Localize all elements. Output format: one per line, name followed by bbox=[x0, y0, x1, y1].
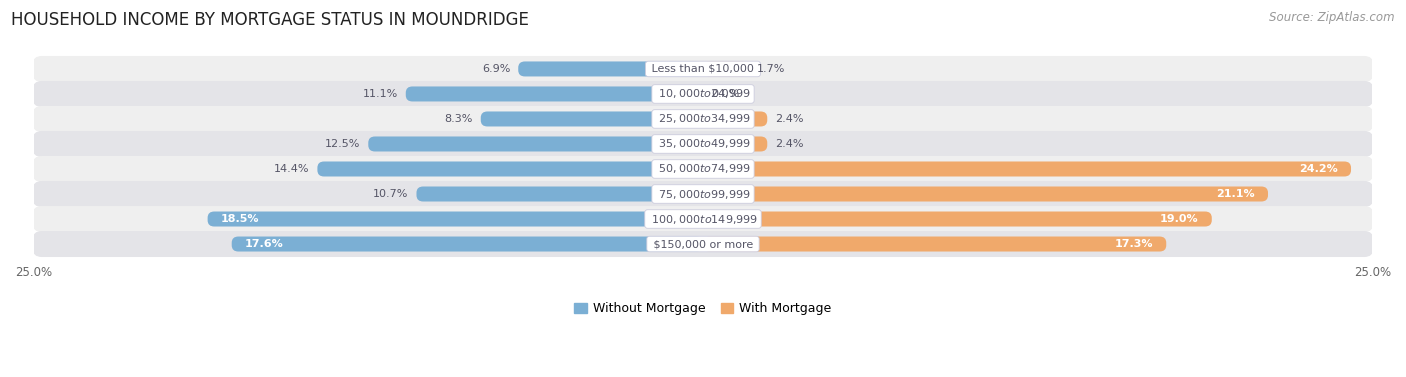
Text: 11.1%: 11.1% bbox=[363, 89, 398, 99]
FancyBboxPatch shape bbox=[32, 156, 1374, 182]
FancyBboxPatch shape bbox=[703, 236, 1166, 251]
Text: 17.3%: 17.3% bbox=[1115, 239, 1153, 249]
FancyBboxPatch shape bbox=[703, 136, 768, 152]
Text: $50,000 to $74,999: $50,000 to $74,999 bbox=[655, 162, 751, 175]
Text: 17.6%: 17.6% bbox=[245, 239, 284, 249]
Text: 24.2%: 24.2% bbox=[1299, 164, 1337, 174]
Text: Less than $10,000: Less than $10,000 bbox=[648, 64, 758, 74]
Legend: Without Mortgage, With Mortgage: Without Mortgage, With Mortgage bbox=[569, 297, 837, 320]
FancyBboxPatch shape bbox=[208, 211, 703, 227]
FancyBboxPatch shape bbox=[406, 86, 703, 101]
Text: 2.4%: 2.4% bbox=[775, 114, 804, 124]
Text: 1.7%: 1.7% bbox=[756, 64, 785, 74]
FancyBboxPatch shape bbox=[703, 211, 1212, 227]
FancyBboxPatch shape bbox=[416, 187, 703, 201]
Text: Source: ZipAtlas.com: Source: ZipAtlas.com bbox=[1270, 11, 1395, 24]
Text: 6.9%: 6.9% bbox=[482, 64, 510, 74]
Text: 19.0%: 19.0% bbox=[1160, 214, 1198, 224]
Text: $75,000 to $99,999: $75,000 to $99,999 bbox=[655, 187, 751, 201]
Text: 18.5%: 18.5% bbox=[221, 214, 260, 224]
Text: $35,000 to $49,999: $35,000 to $49,999 bbox=[655, 138, 751, 150]
Text: $100,000 to $149,999: $100,000 to $149,999 bbox=[648, 213, 758, 225]
Text: 21.1%: 21.1% bbox=[1216, 189, 1254, 199]
FancyBboxPatch shape bbox=[32, 106, 1374, 132]
FancyBboxPatch shape bbox=[232, 236, 703, 251]
FancyBboxPatch shape bbox=[703, 187, 1268, 201]
Text: 0.0%: 0.0% bbox=[711, 89, 740, 99]
FancyBboxPatch shape bbox=[32, 131, 1374, 157]
FancyBboxPatch shape bbox=[32, 81, 1374, 107]
FancyBboxPatch shape bbox=[32, 56, 1374, 82]
Text: $10,000 to $24,999: $10,000 to $24,999 bbox=[655, 87, 751, 100]
FancyBboxPatch shape bbox=[318, 161, 703, 176]
Text: 10.7%: 10.7% bbox=[373, 189, 409, 199]
FancyBboxPatch shape bbox=[703, 61, 748, 77]
Text: 2.4%: 2.4% bbox=[775, 139, 804, 149]
Text: HOUSEHOLD INCOME BY MORTGAGE STATUS IN MOUNDRIDGE: HOUSEHOLD INCOME BY MORTGAGE STATUS IN M… bbox=[11, 11, 529, 29]
Text: $25,000 to $34,999: $25,000 to $34,999 bbox=[655, 112, 751, 126]
FancyBboxPatch shape bbox=[32, 181, 1374, 207]
FancyBboxPatch shape bbox=[32, 206, 1374, 232]
Text: 8.3%: 8.3% bbox=[444, 114, 472, 124]
FancyBboxPatch shape bbox=[703, 161, 1351, 176]
FancyBboxPatch shape bbox=[703, 112, 768, 126]
FancyBboxPatch shape bbox=[481, 112, 703, 126]
Text: $150,000 or more: $150,000 or more bbox=[650, 239, 756, 249]
Text: 12.5%: 12.5% bbox=[325, 139, 360, 149]
FancyBboxPatch shape bbox=[519, 61, 703, 77]
FancyBboxPatch shape bbox=[32, 231, 1374, 257]
Text: 14.4%: 14.4% bbox=[274, 164, 309, 174]
FancyBboxPatch shape bbox=[368, 136, 703, 152]
